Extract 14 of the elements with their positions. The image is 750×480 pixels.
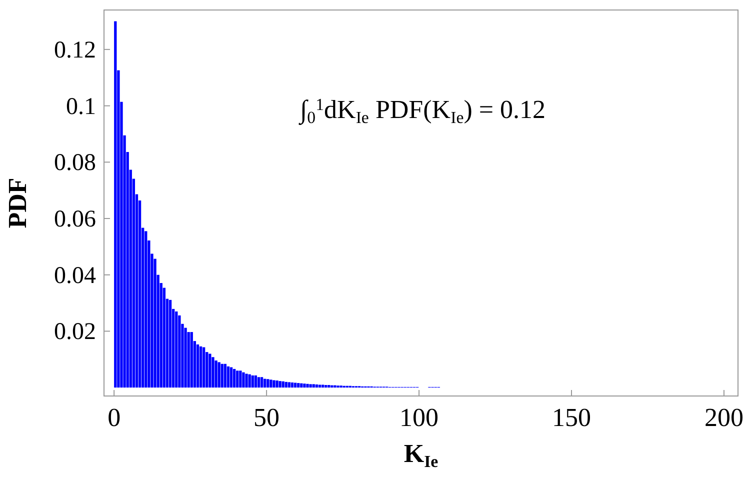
y-tick-label: 0.1 [66, 94, 96, 120]
y-tick-label: 0.04 [54, 262, 96, 289]
y-tick-label: 0.08 [54, 150, 96, 176]
x-tick-label: 100 [400, 403, 439, 432]
x-tick-label: 200 [704, 403, 744, 432]
x-tick-label: 0 [108, 403, 121, 432]
y-axis-title: PDF [3, 178, 32, 228]
y-tick-label: 0.06 [54, 206, 96, 232]
y-tick-label: 0.12 [54, 37, 96, 64]
x-tick-label: 150 [552, 403, 591, 432]
annotation: ∫$_{0}$$^{1}$dK$_{Ie}$ PDF(K$_{Ie}$) = 0.12 [298, 95, 546, 128]
y-tick-label: 0.02 [54, 319, 96, 346]
x-tick-label: 50 [254, 403, 280, 432]
x-axis-title: K$_{Ie}$ [404, 439, 439, 472]
